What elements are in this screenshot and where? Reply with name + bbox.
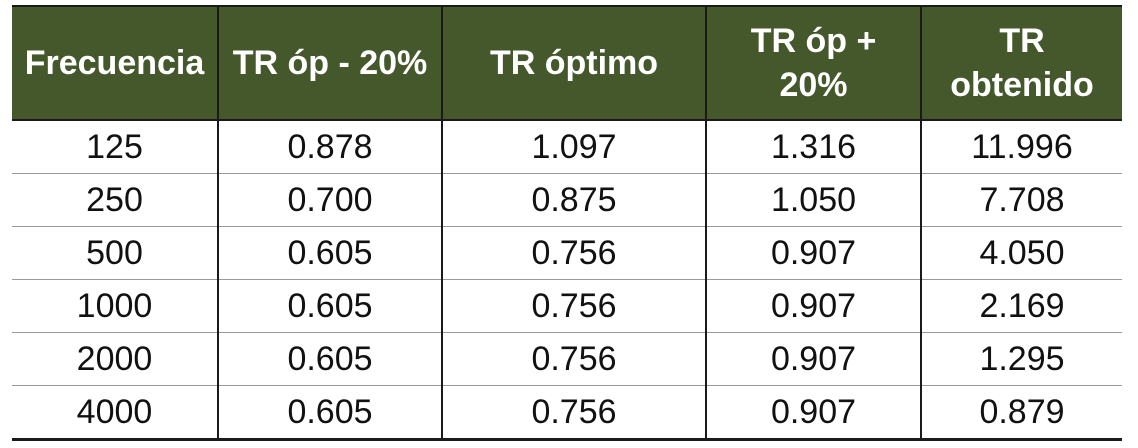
table-cell: 1.050 xyxy=(705,173,921,227)
header-cell-frecuencia: Frecuencia xyxy=(12,5,218,121)
table-cell: 0.700 xyxy=(217,173,442,227)
table-cell: 0.907 xyxy=(705,332,921,386)
table-cell: 4000 xyxy=(12,385,218,441)
table-cell: 0.756 xyxy=(441,385,706,441)
table-cell: 7.708 xyxy=(920,173,1122,227)
table-cell: 1.295 xyxy=(920,332,1122,386)
table-cell: 0.605 xyxy=(217,279,442,333)
table-cell: 4.050 xyxy=(920,226,1122,280)
header-cell-tr-op-plus-20: TR óp + 20% xyxy=(705,5,921,121)
table-cell: 0.605 xyxy=(217,385,442,441)
header-row: Frecuencia TR óp - 20% TR óptimo TR óp +… xyxy=(12,5,1122,121)
header-cell-tr-optimo: TR óptimo xyxy=(441,5,706,121)
table-body: 125 0.878 1.097 1.316 11.996 250 0.700 0… xyxy=(12,120,1122,441)
table-cell: 0.875 xyxy=(441,173,706,227)
table-row: 1000 0.605 0.756 0.907 2.169 xyxy=(12,279,1122,333)
table-cell: 0.756 xyxy=(441,226,706,280)
table-cell: 0.605 xyxy=(217,332,442,386)
table-cell: 2.169 xyxy=(920,279,1122,333)
table-cell: 0.907 xyxy=(705,385,921,441)
table-cell: 500 xyxy=(12,226,218,280)
table-row: 500 0.605 0.756 0.907 4.050 xyxy=(12,226,1122,280)
reverberation-time-table: Frecuencia TR óp - 20% TR óptimo TR óp +… xyxy=(12,5,1122,441)
table-header: Frecuencia TR óp - 20% TR óptimo TR óp +… xyxy=(12,5,1122,121)
table-cell: 0.907 xyxy=(705,226,921,280)
table-cell: 0.878 xyxy=(217,120,442,174)
table-cell: 0.605 xyxy=(217,226,442,280)
header-cell-tr-obtenido: TR obtenido xyxy=(920,5,1122,121)
table-cell: 0.907 xyxy=(705,279,921,333)
table-cell: 1.316 xyxy=(705,120,921,174)
table-cell: 0.879 xyxy=(920,385,1122,441)
table-cell: 11.996 xyxy=(920,120,1122,174)
table-cell: 2000 xyxy=(12,332,218,386)
table-cell: 0.756 xyxy=(441,279,706,333)
header-cell-tr-op-minus-20: TR óp - 20% xyxy=(217,5,442,121)
table-cell: 0.756 xyxy=(441,332,706,386)
table-row: 4000 0.605 0.756 0.907 0.879 xyxy=(12,385,1122,441)
table-cell: 125 xyxy=(12,120,218,174)
table-row: 125 0.878 1.097 1.316 11.996 xyxy=(12,120,1122,174)
table-cell: 1000 xyxy=(12,279,218,333)
table-cell: 1.097 xyxy=(441,120,706,174)
table-cell: 250 xyxy=(12,173,218,227)
table-row: 2000 0.605 0.756 0.907 1.295 xyxy=(12,332,1122,386)
table-row: 250 0.700 0.875 1.050 7.708 xyxy=(12,173,1122,227)
